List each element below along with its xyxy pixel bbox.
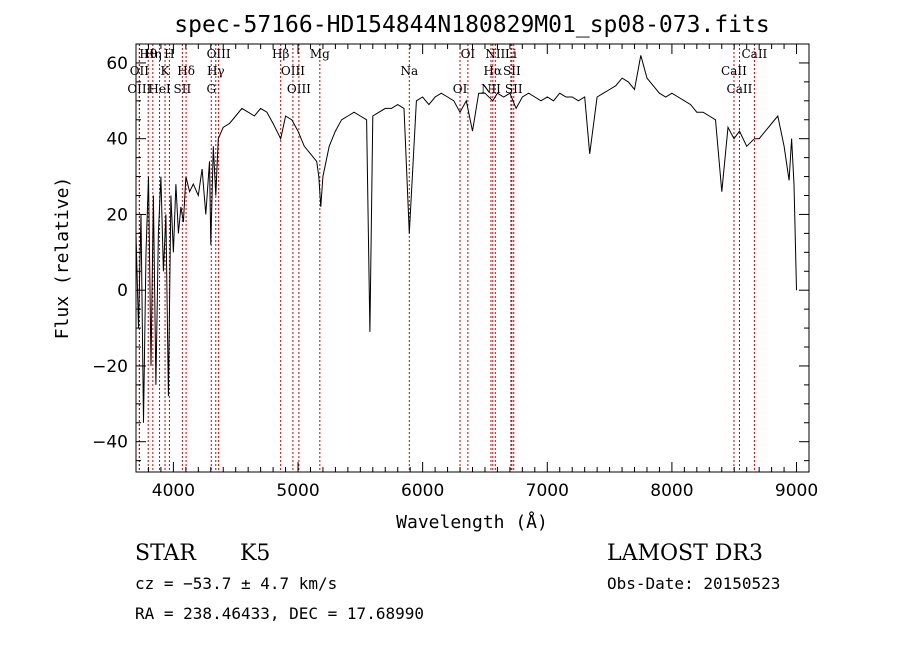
y-tick-label: 60 <box>106 54 128 74</box>
line-label: OIII <box>287 82 311 96</box>
spectrum-series <box>135 55 797 423</box>
survey-name: LAMOST DR3 <box>607 541 763 566</box>
line-label: OI <box>461 47 476 61</box>
line-label: Hβ <box>272 47 289 61</box>
line-label: NII <box>485 47 505 61</box>
line-label: SII <box>503 64 521 78</box>
x-tick-label: 4000 <box>152 481 195 501</box>
obs-date-text: Obs-Date: 20150523 <box>607 574 780 593</box>
line-label: G <box>206 82 216 96</box>
line-label: CaII <box>741 47 767 61</box>
y-tick-label: 0 <box>117 281 128 301</box>
x-tick-label: 6000 <box>401 481 444 501</box>
y-tick-label: 40 <box>106 130 128 150</box>
object-class: STAR <box>135 541 197 566</box>
line-label: SII <box>174 82 192 96</box>
line-label: NII <box>481 82 501 96</box>
y-tick-label: −20 <box>92 357 128 377</box>
plot-frame <box>135 43 810 473</box>
line-label: Hδ <box>177 64 195 78</box>
y-axis-ticks: −40 −20 0 20 40 60 <box>92 43 809 462</box>
y-axis-label: Flux (relative) <box>52 177 73 340</box>
line-label: OIII <box>127 82 151 96</box>
line-label: Na <box>400 64 418 78</box>
line-label: CaII <box>721 64 747 78</box>
line-label: Mg <box>310 47 330 61</box>
line-label: Li <box>505 47 517 61</box>
x-tick-label: 9000 <box>775 481 818 501</box>
line-label: CaII <box>727 82 753 96</box>
line-labels: Hθ OII OIII Hη K HeI HHδ SII OIII Hγ G Hβ OIII OIII Mg… <box>127 47 767 96</box>
object-subclass: K5 <box>240 541 270 566</box>
coords-text: RA = 238.46433, DEC = 17.68990 <box>135 604 424 623</box>
line-label: K <box>161 64 171 78</box>
x-axis-ticks: 4000 5000 6000 7000 8000 9000 <box>135 44 818 501</box>
line-label: HeI <box>148 82 171 96</box>
line-label: OIII <box>207 47 231 61</box>
x-tick-label: 7000 <box>526 481 569 501</box>
line-label: Hα <box>484 64 503 78</box>
chart-title: spec-57166-HD154844N180829M01_sp08-073.f… <box>174 12 769 38</box>
line-label: OIII <box>281 64 305 78</box>
x-tick-label: 8000 <box>650 481 693 501</box>
line-label: H <box>164 47 174 61</box>
line-label: OII <box>130 64 150 78</box>
y-tick-label: 20 <box>106 205 128 225</box>
line-markers <box>138 44 755 472</box>
x-axis-label: Wavelength (Å) <box>396 511 548 533</box>
y-tick-label: −40 <box>92 433 128 453</box>
x-tick-label: 5000 <box>276 481 319 501</box>
line-label: Hη <box>144 47 162 61</box>
line-label: Hγ <box>207 64 225 78</box>
line-label: OI <box>453 82 468 96</box>
line-label: Hθ <box>139 47 157 61</box>
line-label: SII <box>505 82 523 96</box>
redshift-text: cz = −53.7 ± 4.7 km/s <box>135 574 337 593</box>
